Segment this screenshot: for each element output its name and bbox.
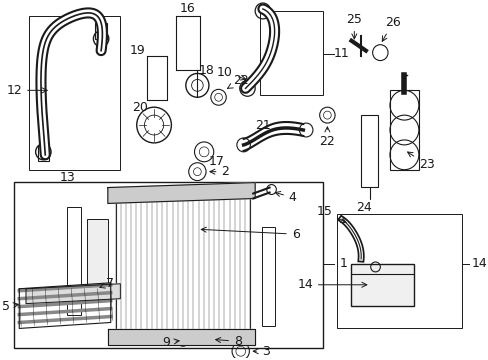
Text: 10: 10 — [217, 66, 245, 80]
Bar — [336, 214, 461, 328]
Text: 20: 20 — [131, 101, 147, 114]
Text: 24: 24 — [355, 201, 371, 214]
Bar — [389, 90, 418, 170]
Bar — [38, 145, 49, 161]
Polygon shape — [26, 284, 120, 303]
Bar — [86, 219, 108, 297]
Text: 15: 15 — [316, 205, 346, 222]
Polygon shape — [108, 329, 255, 345]
Text: 25: 25 — [346, 13, 362, 39]
Bar — [29, 16, 120, 170]
Bar — [95, 23, 107, 39]
Text: 8: 8 — [215, 335, 242, 348]
Text: 26: 26 — [382, 16, 400, 41]
Bar — [360, 115, 378, 186]
Bar — [67, 207, 81, 315]
Text: 12: 12 — [6, 84, 47, 97]
Text: 22: 22 — [319, 127, 335, 148]
Text: 5: 5 — [1, 300, 19, 313]
Text: 14: 14 — [297, 278, 366, 291]
Bar — [351, 264, 413, 306]
Bar — [262, 227, 275, 327]
Text: 23: 23 — [407, 152, 434, 171]
Text: 21: 21 — [254, 118, 270, 131]
Text: 9: 9 — [162, 336, 179, 349]
Text: 4: 4 — [275, 191, 296, 204]
Text: 17: 17 — [208, 155, 224, 168]
Text: 18: 18 — [199, 64, 215, 77]
Text: 19: 19 — [129, 44, 145, 57]
Text: 3: 3 — [253, 345, 269, 358]
Text: 11: 11 — [333, 47, 349, 60]
Bar — [260, 11, 322, 95]
Text: 6: 6 — [201, 227, 299, 241]
Text: 13: 13 — [60, 171, 75, 184]
Bar — [203, 336, 221, 343]
Text: 2: 2 — [209, 165, 229, 178]
Text: 16: 16 — [180, 3, 195, 15]
Bar — [15, 181, 322, 348]
Text: 22: 22 — [227, 74, 248, 89]
Polygon shape — [108, 183, 255, 203]
Text: 1: 1 — [339, 257, 347, 270]
Text: 14: 14 — [471, 257, 487, 270]
Text: 7: 7 — [100, 277, 114, 290]
